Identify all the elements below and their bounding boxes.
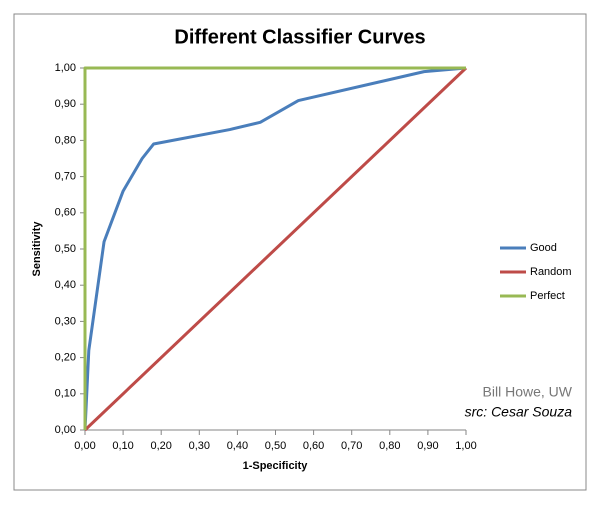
x-axis-label: 1-Specificity (243, 460, 309, 472)
annotation: src: Cesar Souza (465, 404, 573, 420)
chart-title: Different Classifier Curves (174, 26, 425, 48)
x-tick-label: 0,20 (150, 440, 171, 452)
y-tick-label: 0,70 (55, 171, 76, 183)
y-tick-label: 1,00 (55, 62, 76, 74)
y-tick-label: 0,50 (55, 243, 76, 255)
annotation: Bill Howe, UW (483, 384, 573, 400)
legend-label: Good (530, 242, 557, 254)
x-tick-label: 0,90 (417, 440, 438, 452)
x-tick-label: 0,50 (265, 440, 286, 452)
y-tick-label: 0,60 (55, 207, 76, 219)
y-axis-label: Sensitivity (31, 221, 43, 277)
x-tick-label: 0,30 (189, 440, 210, 452)
x-tick-label: 0,70 (341, 440, 362, 452)
y-tick-label: 0,30 (55, 315, 76, 327)
line-series (83, 66, 467, 431)
legend-label: Random (530, 266, 572, 278)
x-tick-label: 0,40 (227, 440, 248, 452)
chart-frame (13, 13, 587, 491)
y-tick-label: 0,10 (55, 388, 76, 400)
x-tick-label: 1,00 (455, 440, 476, 452)
legend-label: Perfect (530, 290, 565, 302)
y-tick-label: 0,20 (55, 352, 76, 364)
line-series (83, 66, 468, 432)
y-tick-label: 0,40 (55, 279, 76, 291)
line-series (83, 66, 466, 430)
y-tick-label: 0,80 (55, 134, 76, 146)
y-tick-label: 0,90 (55, 98, 76, 110)
x-tick-label: 0,60 (303, 440, 324, 452)
x-tick-label: 0,10 (112, 440, 133, 452)
y-tick-label: 0,00 (55, 424, 76, 436)
x-tick-label: 0,00 (74, 440, 95, 452)
x-tick-label: 0,80 (379, 440, 400, 452)
